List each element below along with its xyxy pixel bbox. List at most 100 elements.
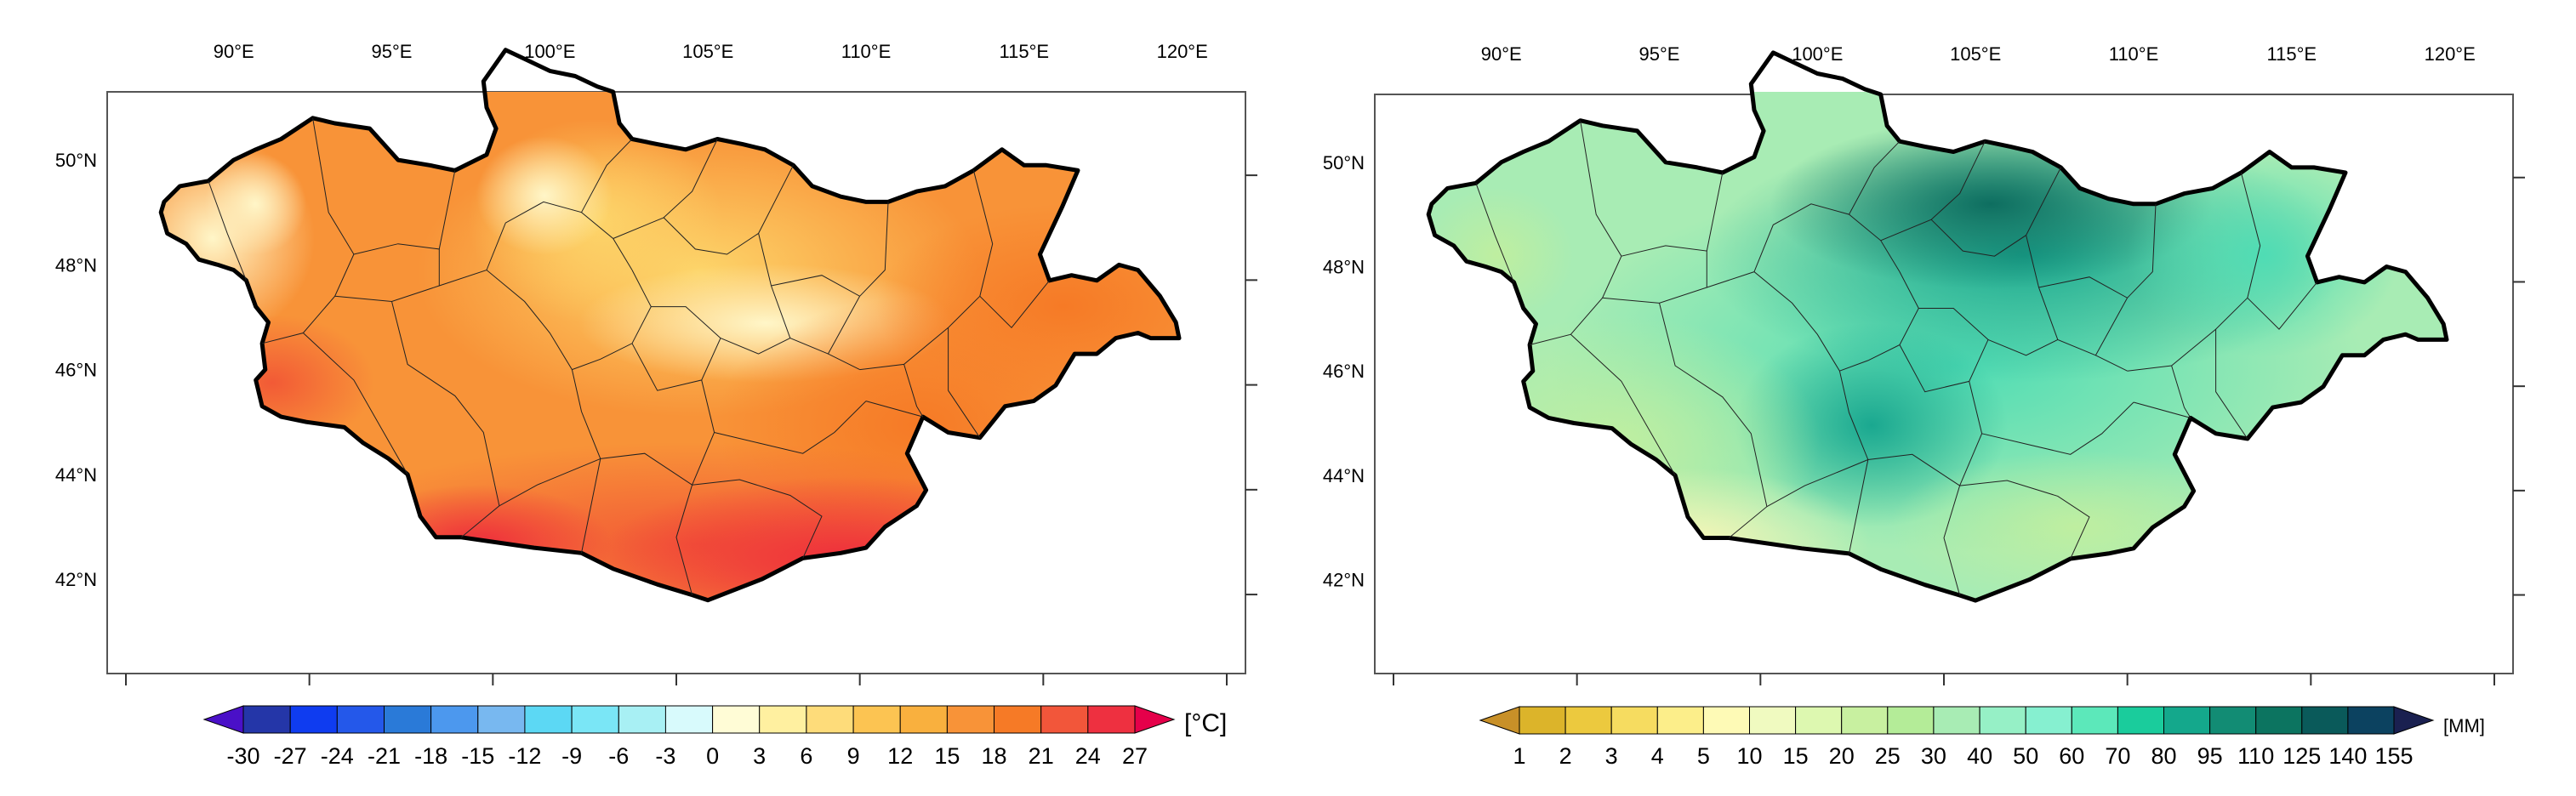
latitude-label: 44°N <box>1323 465 1365 486</box>
colorbar-tick-label: 21 <box>1029 743 1054 769</box>
temperature-colorbar: -30 -27 -24 -21 -18 -15 -12 -9 -6 -3 0 3 6 9 12 15 18 21 2… <box>202 705 1227 769</box>
colorbar-tick-label: 125 <box>2282 743 2321 769</box>
latitude-label: 42°N <box>55 569 97 590</box>
province-border-line <box>334 248 440 303</box>
colorbar-segment <box>524 705 573 734</box>
axis-ticks <box>1393 176 2525 685</box>
colorbar-segment <box>2255 706 2303 735</box>
colorbar-segment <box>1087 705 1136 734</box>
colorbar-tick-label: 60 <box>2059 743 2084 769</box>
latitude-labels: 50°N 48°N 46°N 44°N 42°N <box>55 150 97 590</box>
province-border-line <box>859 170 994 371</box>
colorbar-segment <box>899 705 948 734</box>
longitude-label: 90°E <box>1481 43 1522 65</box>
colorbar-segment <box>430 705 479 734</box>
province-borders <box>1475 120 2317 596</box>
latitude-label: 44°N <box>55 464 97 486</box>
latitude-label: 50°N <box>55 150 97 171</box>
colorbar-segment <box>1564 706 1612 735</box>
longitude-label: 105°E <box>1950 43 2001 65</box>
province-border-line <box>1899 308 1989 393</box>
colorbar-tick-label: 10 <box>1736 743 1762 769</box>
colorbar-tick-label: -24 <box>321 743 354 769</box>
province-border-line <box>1707 271 1869 554</box>
colorbar-segment <box>664 705 714 734</box>
province-border-line <box>1602 251 1707 304</box>
province-border-line <box>499 458 601 507</box>
longitude-labels: 90°E 95°E 100°E 105°E 110°E 115°E 120°E <box>214 41 1208 62</box>
colorbar-segment <box>946 705 995 734</box>
longitude-label: 95°E <box>372 41 413 62</box>
longitude-labels: 90°E 95°E 100°E 105°E 110°E 115°E 120°E <box>1481 43 2476 65</box>
colorbar-segment <box>2117 706 2164 735</box>
province-border-line <box>1621 172 1724 257</box>
colorbar-tick-label: 27 <box>1122 743 1148 769</box>
colorbar-tick-label: 1 <box>1513 743 1525 769</box>
province-border-line <box>714 401 867 454</box>
colorbar-segment <box>1795 706 1843 735</box>
province-border-line <box>2171 365 2191 418</box>
longitude-label: 100°E <box>1792 43 1843 65</box>
colorbar-tick-label: 9 <box>847 743 860 769</box>
country-border <box>158 48 1182 603</box>
province-border-line <box>600 452 692 486</box>
colorbar-tick-label: 5 <box>1697 743 1710 769</box>
longitude-label: 105°E <box>682 41 733 62</box>
colorbar-segment <box>2347 706 2395 735</box>
province-border-line <box>2215 329 2248 440</box>
longitude-label: 110°E <box>2109 43 2159 65</box>
colorbar-segment <box>571 705 619 734</box>
colorbar-tick-label: 3 <box>753 743 766 769</box>
colorbar-segment <box>2209 706 2257 735</box>
province-border-line <box>948 327 981 438</box>
latitude-label: 48°N <box>55 254 97 276</box>
colorbar-tick-label: -18 <box>414 743 447 769</box>
colorbar-segment <box>1519 706 1566 735</box>
colorbar-segment <box>1656 706 1704 735</box>
colorbar-tick-label: -3 <box>655 743 675 769</box>
latitude-label: 50°N <box>1323 152 1365 173</box>
province-border-line <box>1867 453 1960 486</box>
colorbar-high-arrow <box>1134 705 1176 734</box>
colorbar-segment <box>1887 706 1935 735</box>
colorbar-tick-label: 20 <box>1829 743 1855 769</box>
axis-ticks <box>125 174 1257 685</box>
colorbar-segment <box>336 705 385 734</box>
province-border-line <box>303 333 408 475</box>
province-border-line <box>1570 333 1676 476</box>
colorbar-tick-label: 2 <box>1559 743 1572 769</box>
longitude-label: 90°E <box>214 41 254 62</box>
colorbar-segment <box>477 705 526 734</box>
colorbar-segment <box>289 705 338 734</box>
colorbar-tick-label: 80 <box>2151 743 2176 769</box>
colorbar-tick-label: -15 <box>461 743 494 769</box>
latitude-label: 42°N <box>1323 570 1365 591</box>
colorbar-tick-label: -6 <box>608 743 629 769</box>
colorbar-tick-label: 18 <box>981 743 1006 769</box>
colorbar-tick-label: 12 <box>887 743 913 769</box>
colorbar-segment <box>1040 705 1089 734</box>
colorbar-tick-label: 0 <box>706 743 719 769</box>
colorbar-segment <box>384 705 432 734</box>
colorbar-segment <box>1610 706 1658 735</box>
province-border-line <box>827 296 861 355</box>
colorbar-tick-label: 15 <box>934 743 960 769</box>
colorbar-segment <box>1933 706 1980 735</box>
colorbar-tick-label: -21 <box>368 743 401 769</box>
province-border-line <box>663 165 794 255</box>
colorbar-segment <box>2163 706 2211 735</box>
province-border-line <box>353 170 456 255</box>
province-border-line <box>261 117 355 344</box>
colorbar-segment <box>2301 706 2349 735</box>
province-border-line <box>439 269 601 554</box>
province-border-line <box>2127 172 2261 372</box>
colorbar-segment <box>1841 706 1889 735</box>
province-border-line <box>2133 401 2191 418</box>
latitude-label: 46°N <box>1323 361 1365 382</box>
province-border-line <box>581 139 633 213</box>
province-border-line <box>1659 303 1768 538</box>
precipitation-colorbar: 1 2 3 4 5 10 15 20 25 30 40 50 60 70 80 95 110 125 140 155 [… <box>1479 706 2485 769</box>
longitude-label: 100°E <box>524 41 575 62</box>
province-border-line <box>1880 140 1986 242</box>
